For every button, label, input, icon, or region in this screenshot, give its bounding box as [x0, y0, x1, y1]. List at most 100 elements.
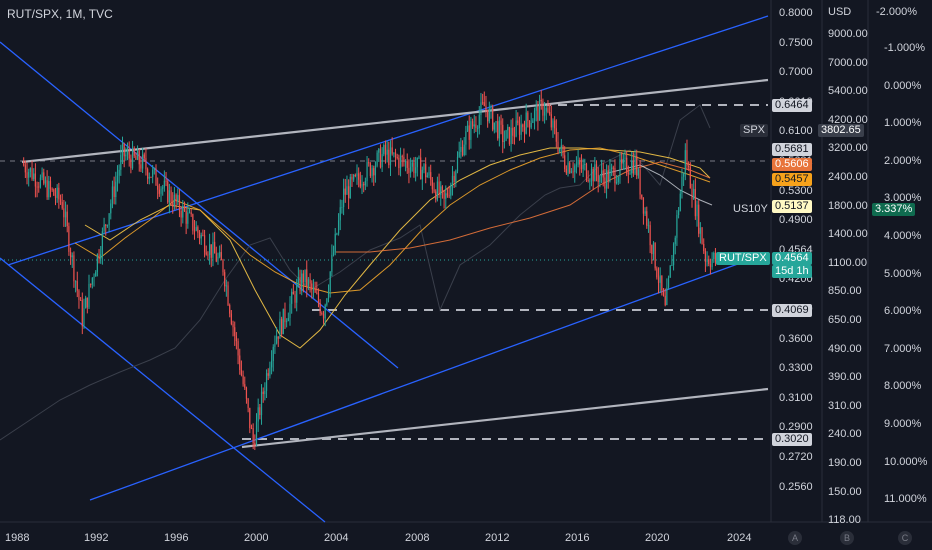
candle-body: [108, 213, 110, 226]
candle-body: [411, 162, 413, 167]
down-channel-upper-trendline[interactable]: [0, 41, 399, 369]
candle-body: [649, 225, 651, 246]
candle-body: [478, 115, 480, 129]
candle-body: [656, 268, 658, 278]
candle-body: [582, 164, 584, 170]
candle-body: [386, 149, 388, 155]
yield-axis-tick: 4.000%: [884, 230, 922, 242]
candle-body: [292, 291, 294, 295]
candle-body: [585, 164, 588, 180]
candle-body: [684, 150, 686, 173]
candle-body: [219, 252, 221, 257]
candle-body: [44, 180, 47, 184]
candle-body: [701, 227, 703, 244]
footer-button-a[interactable]: A: [788, 531, 802, 545]
candle-body: [359, 179, 361, 187]
candle-body: [136, 151, 139, 160]
candle-body: [713, 252, 715, 260]
spx-label[interactable]: SPX: [740, 124, 769, 137]
candle-body: [83, 308, 85, 327]
candle-body: [351, 176, 353, 180]
candle-body: [78, 290, 80, 300]
candle-body: [270, 360, 273, 368]
candle-body: [31, 168, 33, 180]
candle-body: [704, 251, 706, 262]
candle-body: [49, 181, 52, 189]
candle-body: [450, 184, 452, 196]
candle-body: [477, 128, 479, 130]
candle-body: [488, 108, 490, 122]
candle-body: [188, 212, 191, 214]
candle-body: [683, 172, 685, 177]
candle-body: [324, 304, 326, 319]
candle-body: [138, 151, 140, 165]
support-trendline[interactable]: [241, 387, 769, 449]
resistance-trendline[interactable]: [21, 78, 769, 164]
candle-body: [64, 211, 67, 218]
ratio-axis-tick: 0.8000: [779, 7, 813, 19]
candle-body: [105, 224, 107, 226]
candle-body: [689, 167, 691, 189]
candle-body: [436, 181, 438, 200]
candle-body: [503, 140, 505, 143]
candle-body: [567, 162, 569, 174]
candle-body: [669, 265, 671, 278]
candle-body: [709, 264, 712, 268]
candle-body: [654, 242, 656, 269]
candle-body: [95, 271, 97, 277]
ratio-axis-tick: 0.6100: [779, 125, 813, 138]
symbol-title[interactable]: RUT/SPX, 1M, TVC: [7, 7, 113, 21]
spx-overlay-line[interactable]: [0, 104, 711, 441]
ratio-axis-tick: 0.7500: [779, 36, 813, 49]
candle-body: [443, 190, 445, 199]
candle-body: [632, 161, 634, 174]
lower-channel-trendline[interactable]: [89, 252, 769, 501]
candle-body: [463, 144, 465, 156]
candle-body: [299, 277, 301, 291]
candle-body: [421, 169, 423, 180]
candle-body: [331, 254, 333, 272]
candle-body: [589, 180, 591, 182]
candle-body: [106, 225, 109, 227]
candle-body: [71, 255, 73, 258]
candle-body: [282, 308, 284, 335]
candle-body: [557, 141, 559, 152]
footer-button-c[interactable]: C: [898, 531, 912, 545]
down-channel-lower-trendline[interactable]: [0, 257, 326, 523]
candle-body: [51, 188, 53, 190]
footer-button-b[interactable]: B: [840, 531, 854, 545]
us10y-label[interactable]: US10Y: [730, 203, 771, 216]
candle-body: [711, 259, 713, 268]
candle-body: [344, 188, 346, 195]
candle-body: [520, 124, 522, 135]
ma-fast-line[interactable]: [84, 147, 711, 349]
candle-body: [554, 120, 556, 129]
candle-body: [317, 293, 320, 304]
rut-spx-label[interactable]: RUT/SPX: [716, 252, 770, 265]
candle-body: [121, 143, 124, 155]
candle-body: [277, 336, 279, 339]
candle-body: [368, 162, 370, 164]
usd-axis-tick: 650.00: [828, 314, 862, 326]
candle-body: [564, 155, 566, 170]
candle-body: [147, 169, 149, 179]
ratio-axis-tick: 0.4900: [779, 214, 813, 227]
candle-body: [54, 195, 57, 198]
candle-body: [678, 210, 680, 216]
candle-body: [193, 230, 196, 232]
candle-body: [698, 204, 700, 234]
candle-body: [471, 121, 474, 127]
candle-body: [391, 147, 393, 154]
candle-body: [46, 180, 48, 198]
time-axis-tick: 2004: [324, 532, 349, 544]
tag-ma1: 0.5606: [772, 158, 812, 171]
candle-body: [321, 313, 323, 315]
candle-body: [528, 120, 531, 128]
candle-body: [123, 143, 125, 157]
ma-slow-line[interactable]: [336, 161, 711, 253]
candle-body: [301, 273, 303, 291]
candle-body: [378, 148, 380, 153]
candle-body: [100, 254, 102, 259]
time-axis-tick: 2008: [405, 532, 430, 544]
